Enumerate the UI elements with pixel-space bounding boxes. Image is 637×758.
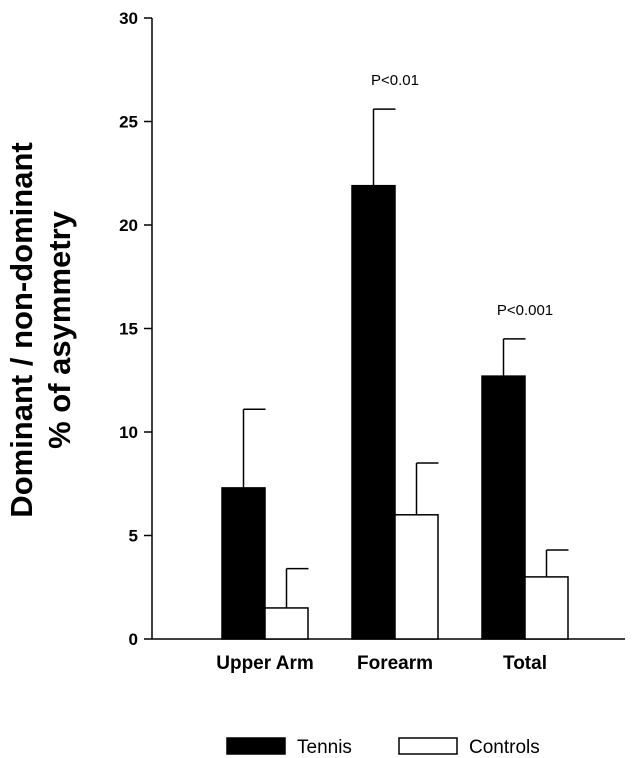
y-tick-label: 30 [119, 9, 138, 28]
category-label: Total [503, 653, 547, 674]
y-axis-title-line-1: Dominant / non-dominant [4, 142, 39, 517]
bar-controls [394, 514, 439, 640]
legend-swatch-controls [398, 737, 458, 755]
y-tick-label: 20 [119, 216, 138, 235]
category-label: Forearm [357, 653, 433, 674]
y-tick-label: 10 [119, 423, 138, 442]
bar-tennis [481, 375, 526, 640]
bars [221, 108, 569, 640]
y-tick-label: 0 [129, 630, 138, 649]
y-tick-label: 5 [129, 527, 138, 546]
y-axis-title-line-2: % of asymmetry [42, 210, 77, 449]
y-axis-title: Dominant / non-dominant % of asymmetry [4, 142, 77, 517]
labels: Upper Arm Forearm Total P<0.01 P<0.001 [216, 72, 553, 674]
bar-tennis [221, 487, 266, 640]
bar-controls [264, 607, 309, 640]
significance-annotation: P<0.01 [371, 72, 419, 89]
category-label: Upper Arm [216, 653, 313, 674]
bar-tennis [351, 184, 396, 640]
legend-label-tennis: Tennis [297, 737, 352, 758]
legend-label-controls: Controls [469, 737, 540, 758]
significance-annotation: P<0.001 [497, 302, 553, 319]
legend-swatch-tennis [226, 737, 286, 755]
y-tick-label: 15 [119, 320, 138, 339]
bar-controls [524, 576, 569, 640]
legend: Tennis Controls [226, 737, 540, 758]
y-tick-label: 25 [119, 113, 138, 132]
